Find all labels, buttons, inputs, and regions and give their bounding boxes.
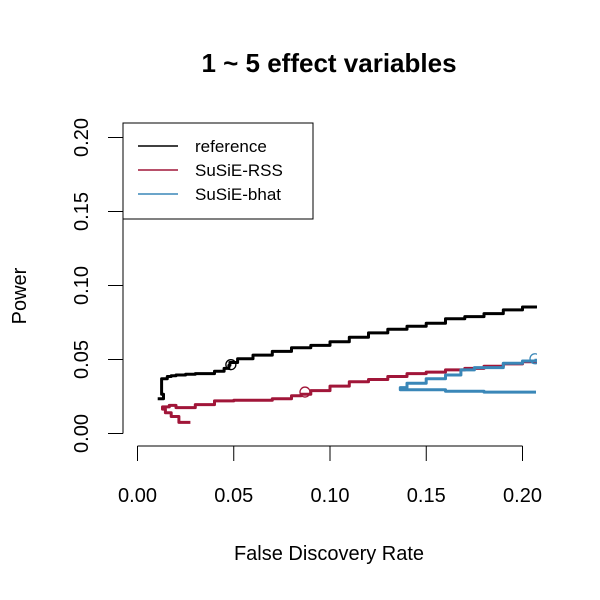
x-axis-label: False Discovery Rate [234,543,424,565]
y-tick-label: 0.05 [71,340,93,379]
marker-reference [225,359,237,371]
legend-label-susie-bhat: SuSiE-bhat [195,185,281,204]
x-tick-label: 0.20 [503,485,542,507]
legend-box [122,122,314,220]
marker-susie-rss [299,386,311,398]
series-line-susie-bhat [398,358,537,394]
y-tick-label: 0.15 [71,192,93,231]
x-tick-label: 0.05 [214,485,253,507]
y-axis-label: Power [9,267,31,324]
y-tick-label: 0.00 [71,414,93,453]
marker-susie-bhat [529,353,537,365]
x-tick-label: 0.15 [407,485,446,507]
series-clip-group [157,305,537,424]
chart-title: 1 ~ 5 effect variables [201,48,456,78]
series-layer [157,305,537,424]
y-tick-label: 0.10 [71,266,93,305]
x-tick-label: 0.00 [118,485,157,507]
x-tick-label: 0.10 [311,485,350,507]
y-tick-label: 0.20 [71,118,93,157]
legend-label-reference: reference [195,137,267,156]
legend: reference SuSiE-RSS SuSiE-bhat [122,122,314,220]
legend-label-susie-rss: SuSiE-RSS [195,161,283,180]
axes: 0.00 0.05 0.10 0.15 0.20 0.00 0.05 0.10 0.15 0.20 [71,118,542,507]
series-line-reference [157,305,537,401]
